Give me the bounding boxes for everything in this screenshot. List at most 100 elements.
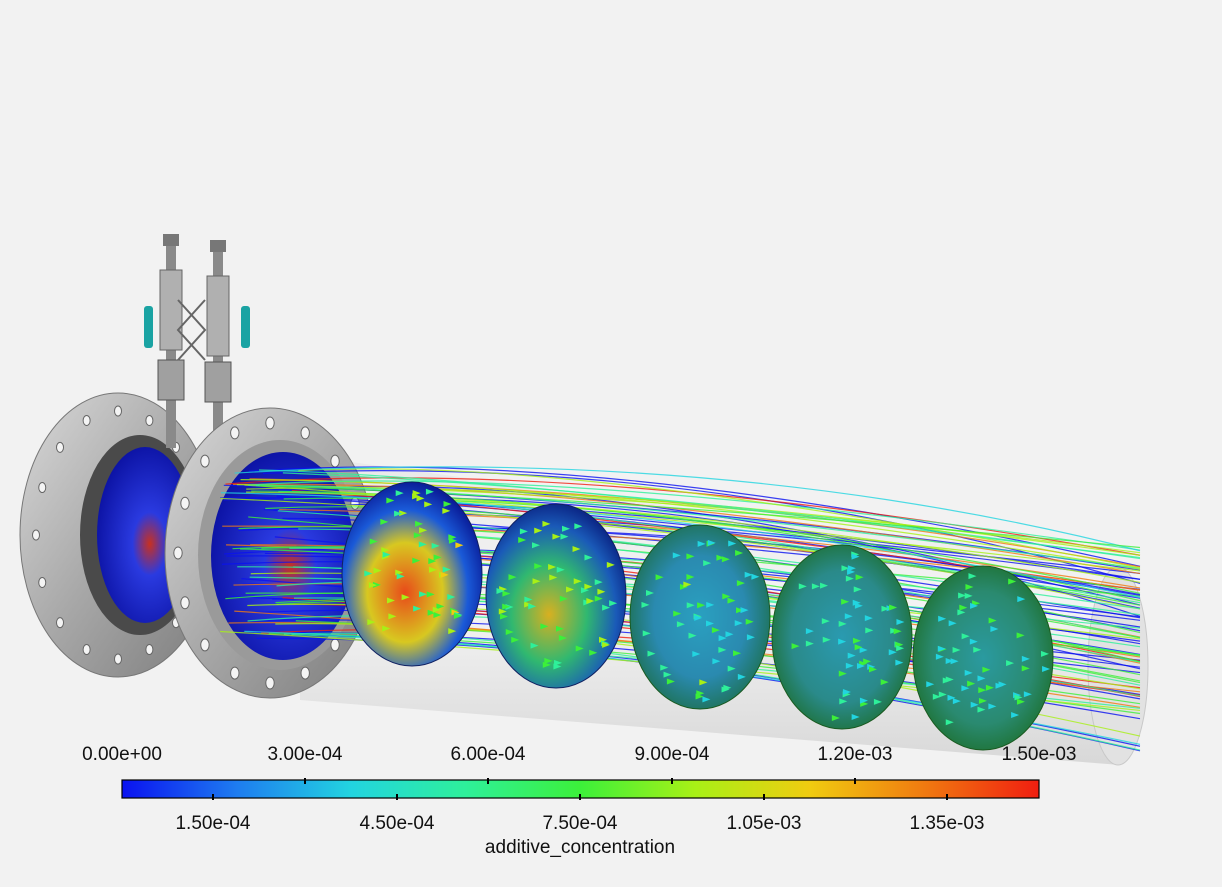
velocity-arrow	[745, 618, 754, 625]
velocity-arrow	[574, 523, 583, 530]
velocity-arrow	[575, 645, 584, 652]
colorbar-top-label: 1.50e-03	[1001, 744, 1077, 765]
velocity-arrow	[697, 602, 706, 609]
velocity-arrow	[957, 609, 966, 616]
velocity-arrow	[845, 575, 854, 582]
velocity-arrow	[413, 605, 422, 612]
velocity-arrow	[841, 598, 850, 605]
velocity-arrow	[965, 584, 974, 591]
velocity-arrow	[428, 558, 437, 565]
velocity-arrow	[725, 631, 734, 638]
velocity-arrow	[847, 565, 856, 572]
velocity-arrow	[947, 694, 956, 701]
velocity-arrow	[961, 685, 970, 692]
velocity-arrow	[373, 567, 382, 574]
valve-handle-left	[144, 306, 153, 348]
velocity-arrow	[851, 714, 860, 721]
velocity-arrow	[666, 678, 675, 685]
velocity-arrow	[528, 603, 537, 610]
velocity-arrow	[549, 574, 558, 581]
velocity-arrow	[864, 615, 873, 622]
velocity-arrow	[967, 680, 976, 687]
velocity-arrow	[821, 618, 830, 625]
velocity-arrow	[935, 653, 944, 660]
velocity-arrow	[888, 649, 897, 656]
velocity-arrow	[1014, 694, 1023, 701]
velocity-arrow	[642, 630, 651, 637]
section-plane-1	[341, 481, 483, 667]
velocity-arrow	[706, 601, 715, 608]
colorbar-bottom-label: 1.50e-04	[175, 813, 251, 834]
velocity-arrow	[722, 593, 731, 600]
bolt-hole	[114, 653, 122, 665]
velocity-arrow	[942, 677, 951, 684]
colorbar-top-label: 1.20e-03	[817, 744, 893, 765]
bolt-hole	[32, 529, 40, 541]
velocity-arrow	[746, 634, 755, 641]
colorbar-top-label: 6.00e-04	[450, 744, 526, 765]
velocity-arrow	[556, 566, 565, 573]
velocity-arrow	[594, 595, 603, 602]
velocity-arrow	[364, 570, 373, 577]
colorbar-title: additive_concentration	[484, 837, 676, 858]
velocity-arrow	[978, 697, 987, 704]
velocity-arrow	[889, 604, 898, 611]
velocity-arrow	[961, 633, 970, 640]
velocity-arrow	[740, 607, 749, 614]
velocity-arrow	[534, 527, 543, 534]
valve-handle-right	[241, 306, 250, 348]
streamline	[240, 479, 1141, 571]
bolt-hole	[145, 644, 154, 656]
velocity-arrow	[707, 539, 716, 546]
velocity-arrow	[937, 645, 946, 652]
colorbar-ticks	[212, 778, 948, 800]
velocity-arrow	[1011, 712, 1020, 719]
velocity-arrow	[831, 714, 840, 721]
velocity-arrow	[419, 527, 428, 534]
velocity-arrow	[686, 602, 695, 609]
section-plane-4	[771, 544, 913, 730]
velocity-arrow	[859, 697, 868, 704]
velocity-arrow	[534, 563, 543, 570]
velocity-arrow	[1021, 665, 1030, 672]
velocity-arrow	[542, 520, 551, 527]
velocity-arrow	[865, 627, 874, 634]
velocity-arrow	[990, 625, 999, 632]
velocity-arrow	[970, 602, 979, 609]
velocity-arrow	[429, 566, 438, 573]
velocity-arrow	[686, 573, 695, 580]
velocity-arrow	[948, 620, 957, 627]
velocity-arrow	[380, 518, 389, 525]
velocity-arrow	[425, 488, 434, 495]
bolt-hole	[114, 405, 122, 417]
velocity-arrow	[524, 601, 533, 608]
bolt-hole	[180, 496, 190, 510]
velocity-arrow	[369, 538, 378, 545]
velocity-arrow	[1042, 665, 1051, 672]
velocity-arrow	[702, 696, 711, 703]
velocity-arrow	[838, 620, 847, 627]
streamline	[255, 484, 1141, 569]
colorbar-top-label: 0.00e+00	[82, 744, 162, 765]
velocity-arrow	[382, 551, 391, 558]
velocity-arrow	[683, 581, 692, 588]
velocity-arrow	[589, 649, 598, 656]
streamline	[244, 484, 1141, 572]
velocity-arrow	[855, 574, 864, 581]
velocity-arrow	[440, 571, 449, 578]
bolt-hole	[145, 414, 154, 426]
streamline	[246, 491, 1141, 583]
velocity-arrow	[418, 541, 427, 548]
bolt-hole	[200, 638, 210, 652]
bolt-hole	[56, 617, 65, 629]
velocity-arrow	[572, 545, 581, 552]
velocity-arrow	[853, 586, 862, 593]
velocity-arrow	[695, 693, 704, 700]
bolt-hole	[230, 666, 240, 680]
velocity-arrow	[859, 646, 868, 653]
velocity-arrow	[502, 590, 511, 597]
velocity-arrow	[932, 693, 941, 700]
velocity-arrow	[573, 578, 582, 585]
